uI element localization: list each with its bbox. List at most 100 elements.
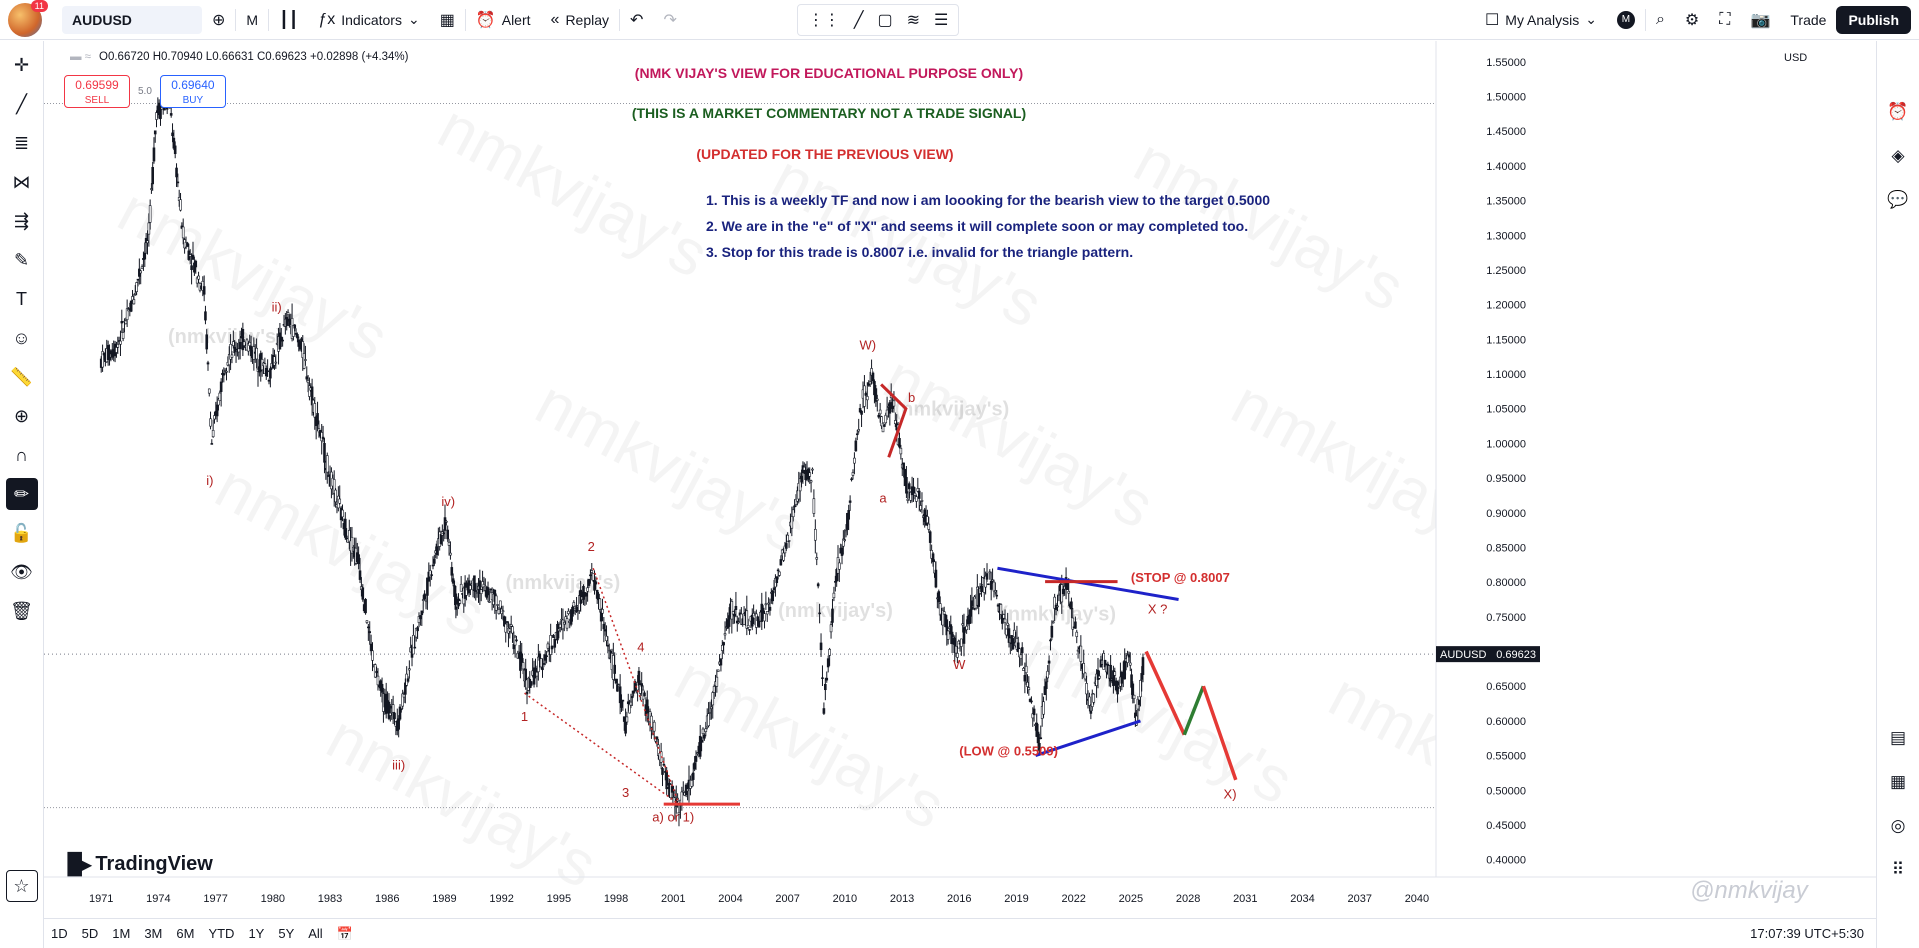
candle-body xyxy=(1128,662,1132,666)
zoom-in-icon[interactable]: ⊕ xyxy=(13,405,30,426)
range-1m[interactable]: 1M xyxy=(112,926,131,941)
date-range-calendar-icon[interactable]: 📅 xyxy=(336,925,353,941)
trade-button[interactable]: Trade xyxy=(1790,11,1827,28)
candle-body xyxy=(880,416,883,427)
candle-body xyxy=(620,700,623,708)
candle-body xyxy=(995,594,999,597)
chart-type-icon[interactable]: ┃┃ xyxy=(279,11,299,29)
candle-body xyxy=(332,479,336,494)
layers-icon[interactable]: ◈ xyxy=(1891,146,1905,165)
parallel-channel-icon[interactable]: ≋ xyxy=(906,11,921,29)
drag-handle-icon[interactable]: ⋮⋮ xyxy=(807,11,840,29)
patterns-icon[interactable]: ⋈ xyxy=(12,171,31,192)
range-1y[interactable]: 1Y xyxy=(248,926,265,941)
apps-grid-icon[interactable]: ⠿ xyxy=(1891,860,1905,879)
candle-body xyxy=(398,706,402,720)
redo-icon[interactable]: ↷ xyxy=(663,11,677,29)
alert-button[interactable]: ⏰ Alert xyxy=(475,11,531,29)
candle-body xyxy=(842,538,845,547)
candle-body xyxy=(1038,743,1041,751)
camera-icon[interactable]: 📷 xyxy=(1750,11,1771,29)
candle-body xyxy=(994,590,997,593)
replay-button[interactable]: «Replay xyxy=(550,10,610,28)
candle-body xyxy=(686,788,689,792)
range-5d[interactable]: 5D xyxy=(81,926,99,941)
magnet-icon[interactable]: ∩ xyxy=(15,444,28,465)
forecast-icon[interactable]: ⇶ xyxy=(13,210,30,231)
crosshair-icon[interactable]: ✛ xyxy=(13,54,30,75)
candle-body xyxy=(369,643,373,652)
rectangle-icon[interactable]: ▢ xyxy=(877,11,893,29)
templates-icon[interactable]: ▦ xyxy=(439,11,455,29)
time-tick-label: 2010 xyxy=(833,893,857,905)
trend-line-icon[interactable]: ╱ xyxy=(853,11,864,29)
range-5y[interactable]: 5Y xyxy=(278,926,295,941)
layout-button[interactable]: ☐ My Analysis ⌄ xyxy=(1484,11,1597,29)
symbol-search[interactable]: AUDUSD xyxy=(62,5,202,34)
candle-body xyxy=(690,780,694,787)
profile-logo-icon[interactable]: 11 xyxy=(8,0,48,37)
compare-icon[interactable]: ⊕ xyxy=(212,11,226,29)
header-note-3: (UPDATED FOR THE PREVIOUS VIEW) xyxy=(696,146,953,162)
range-3m[interactable]: 3M xyxy=(144,926,163,941)
candle-body xyxy=(987,583,990,586)
settings-gear-icon[interactable]: ⚙ xyxy=(1684,11,1700,29)
currency-label[interactable]: USD xyxy=(1784,52,1808,64)
publish-button[interactable]: Publish xyxy=(1836,5,1911,34)
range-all[interactable]: All xyxy=(308,926,323,941)
pine-editor-icon[interactable]: ◎ xyxy=(1890,816,1906,835)
candle-body xyxy=(135,282,138,292)
candle-body xyxy=(191,254,195,260)
ruler-icon[interactable]: 📏 xyxy=(10,366,33,387)
calendar-icon[interactable]: ▦ xyxy=(1889,772,1907,791)
lock-icon[interactable]: 🔓 xyxy=(10,522,33,543)
legend-toggle-icon[interactable]: ▬ ≈ xyxy=(70,51,92,63)
trend-line-icon[interactable]: ╱ xyxy=(16,93,27,114)
candle-body xyxy=(643,692,646,697)
clock[interactable]: 17:07:39 UTC+5:30 xyxy=(1750,926,1864,941)
account-button[interactable]: M xyxy=(1607,0,1645,40)
wave-label: a xyxy=(879,490,887,505)
quick-search-icon[interactable]: ⌕ xyxy=(1655,10,1665,28)
candle-body xyxy=(597,593,600,601)
candle-body xyxy=(645,699,649,714)
sell-button[interactable]: 0.69599 SELL xyxy=(64,75,130,108)
brush-icon[interactable]: ✎ xyxy=(13,249,30,270)
fullscreen-icon[interactable]: ⛶ xyxy=(1719,10,1731,28)
projection-segment xyxy=(1182,685,1205,736)
candle-body xyxy=(701,728,705,734)
candle-body xyxy=(691,772,695,780)
candle-body xyxy=(698,735,702,757)
alarm-clock-icon[interactable]: ⏰ xyxy=(1887,102,1909,121)
emoji-icon[interactable]: ☺ xyxy=(12,327,31,348)
range-1d[interactable]: 1D xyxy=(51,926,68,941)
chevron-down-icon: ⌄ xyxy=(407,11,420,27)
candle-body xyxy=(722,642,725,646)
trash-icon[interactable]: 🗑 xyxy=(10,600,33,621)
buy-button[interactable]: 0.69640 BUY xyxy=(159,75,226,108)
data-window-icon[interactable]: ▤ xyxy=(1889,728,1907,747)
interval-button[interactable]: M xyxy=(246,11,259,28)
candle-body xyxy=(737,621,740,623)
eye-icon[interactable]: 👁 xyxy=(10,561,33,582)
header-note-1: (NMK VIJAY'S VIEW FOR EDUCATIONAL PURPOS… xyxy=(635,65,1023,81)
undo-icon[interactable]: ↶ xyxy=(630,11,644,29)
text-icon[interactable]: T xyxy=(16,288,27,309)
candle-body xyxy=(587,579,591,586)
candle-body xyxy=(708,712,712,714)
star-icon[interactable]: ☆ xyxy=(5,870,38,902)
stay-in-drawing-mode-icon[interactable]: ✏ xyxy=(5,478,38,510)
candle-body xyxy=(928,531,932,543)
candle-body xyxy=(670,785,674,793)
range-ytd[interactable]: YTD xyxy=(208,926,235,941)
indicators-button[interactable]: ƒx Indicators ⌄ xyxy=(318,10,420,28)
candle-body xyxy=(188,254,192,257)
fib-tools-icon[interactable]: ≣ xyxy=(13,132,30,153)
fib-retracement-icon[interactable]: ☰ xyxy=(934,11,949,29)
candle-body xyxy=(590,570,594,573)
candle-body xyxy=(358,570,362,580)
range-6m[interactable]: 6M xyxy=(176,926,195,941)
chat-icon[interactable]: 💬 xyxy=(1887,190,1909,209)
divider xyxy=(619,8,621,31)
price-chart[interactable]: nmkvijay's nmkvijay's nmkvijay's nmkvijay's… xyxy=(44,41,1876,918)
